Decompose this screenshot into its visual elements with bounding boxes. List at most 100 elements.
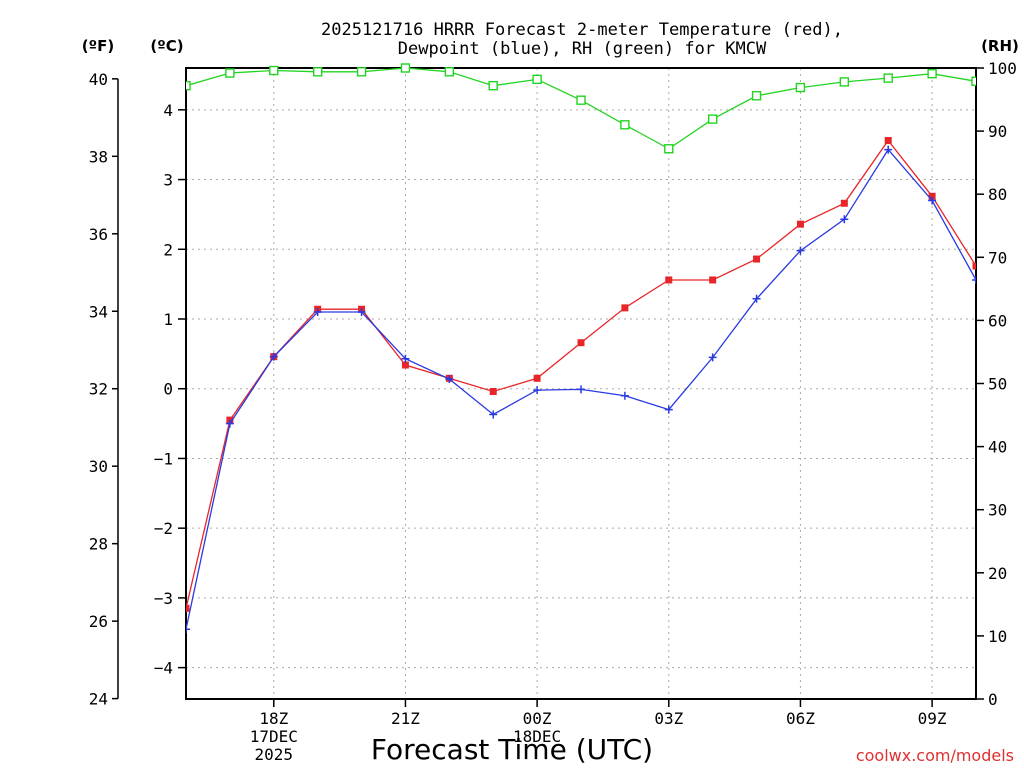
- fahrenheit-tick-label: 40: [89, 70, 108, 89]
- rh-tick-label: 50: [988, 375, 1007, 394]
- data-point: [928, 196, 937, 205]
- data-point: [576, 95, 586, 105]
- plot-frame: [185, 67, 977, 700]
- x-tick-sublabel: 2025: [255, 745, 294, 764]
- series-dewpoint: [186, 145, 976, 634]
- rh-tick-label: 100: [988, 59, 1017, 78]
- x-tick-sublabel: 18DEC: [513, 727, 561, 746]
- x-tick-label: 00Z: [523, 709, 552, 728]
- celsius-tick-label: −3: [154, 589, 173, 608]
- data-point: [883, 73, 893, 83]
- fahrenheit-axis: 24 26 28 30 32 34 36 38 40: [89, 70, 119, 709]
- data-point: [709, 276, 717, 284]
- axes: [185, 67, 977, 700]
- x-tick-label: 03Z: [654, 709, 683, 728]
- celsius-axis: −4 −3 −2 −1 0 1 2 3 4: [154, 101, 186, 678]
- fahrenheit-tick-label: 36: [89, 225, 108, 244]
- credit-label: coolwx.com/models: [856, 746, 1014, 765]
- rh-tick-label: 10: [988, 627, 1007, 646]
- fahrenheit-tick-label: 24: [89, 690, 108, 709]
- data-point: [532, 74, 542, 85]
- data-point: [357, 308, 366, 317]
- rh-tick-label: 0: [988, 690, 998, 709]
- data-point: [752, 294, 761, 303]
- data-point: [269, 352, 278, 361]
- data-point: [884, 145, 893, 154]
- data-point: [840, 199, 848, 207]
- fahrenheit-tick-label: 34: [89, 302, 108, 321]
- rh-tick-label: 30: [988, 501, 1007, 520]
- celsius-tick-label: 4: [163, 101, 173, 120]
- celsius-tick-label: −1: [154, 449, 173, 468]
- data-point: [664, 144, 674, 154]
- series-layer: [186, 63, 976, 634]
- data-point: [708, 353, 717, 362]
- chart-title-line2: Dewpoint (blue), RH (green) for KMCW: [398, 39, 767, 59]
- data-point: [401, 361, 409, 369]
- data-point: [665, 276, 673, 284]
- data-point: [225, 68, 235, 78]
- x-tick-label: 09Z: [918, 709, 947, 728]
- data-point: [312, 67, 323, 77]
- series-line: [186, 67, 976, 150]
- data-point: [840, 215, 849, 224]
- fahrenheit-tick-label: 28: [89, 535, 108, 554]
- data-point: [751, 91, 762, 101]
- rh-axis: 0 10 20 30 40 50 60 70 80 90 100: [976, 59, 1017, 709]
- data-point: [444, 67, 455, 77]
- celsius-tick-label: −4: [154, 659, 173, 678]
- celsius-tick-label: −2: [154, 519, 173, 538]
- data-point: [356, 67, 367, 77]
- data-point: [795, 82, 806, 93]
- data-point: [664, 405, 673, 414]
- data-point: [313, 308, 322, 317]
- series-temperature: [186, 137, 976, 612]
- data-point: [884, 137, 892, 145]
- fahrenheit-tick-label: 38: [89, 147, 108, 166]
- x-tick-sublabel: 17DEC: [250, 727, 298, 746]
- x-tick-label: 06Z: [786, 709, 815, 728]
- data-point: [186, 604, 190, 612]
- rh-tick-label: 40: [988, 438, 1007, 457]
- data-point: [707, 114, 718, 124]
- rh-tick-label: 80: [988, 185, 1007, 204]
- chart-title-line1: 2025121716 HRRR Forecast 2-meter Tempera…: [321, 20, 843, 40]
- data-point: [269, 65, 279, 76]
- rh-tick-label: 70: [988, 248, 1007, 267]
- series-relative-humidity: [186, 63, 976, 154]
- data-point: [620, 120, 630, 130]
- series-line: [186, 139, 976, 609]
- rh-tick-label: 20: [988, 564, 1007, 583]
- data-point: [533, 374, 541, 382]
- celsius-axis-label: (ºC): [150, 37, 183, 55]
- data-point: [489, 410, 498, 419]
- rh-tick-label: 90: [988, 122, 1007, 141]
- data-point: [753, 255, 761, 263]
- rh-tick-label: 60: [988, 311, 1007, 330]
- data-point: [928, 192, 936, 200]
- data-point: [972, 262, 976, 270]
- rh-axis-label: (RH): [981, 37, 1019, 55]
- celsius-tick-label: 2: [163, 240, 173, 259]
- grid-lines: [186, 68, 976, 699]
- x-tick-label: 18Z: [259, 709, 288, 728]
- data-point: [533, 386, 542, 395]
- celsius-tick-label: 0: [163, 380, 173, 399]
- data-point: [489, 388, 497, 396]
- data-point: [577, 385, 585, 394]
- fahrenheit-tick-label: 32: [89, 380, 108, 399]
- data-point: [796, 220, 804, 228]
- data-point: [577, 339, 585, 347]
- data-point: [400, 63, 411, 73]
- x-tick-label: 21Z: [391, 709, 420, 728]
- fahrenheit-tick-label: 26: [89, 612, 108, 631]
- fahrenheit-axis-label: (ºF): [82, 37, 114, 55]
- data-point: [186, 625, 190, 634]
- data-point: [621, 304, 629, 312]
- data-point: [796, 246, 805, 255]
- data-point: [445, 374, 454, 383]
- fahrenheit-tick-label: 30: [89, 457, 108, 476]
- data-point: [927, 68, 937, 79]
- data-point: [620, 391, 629, 400]
